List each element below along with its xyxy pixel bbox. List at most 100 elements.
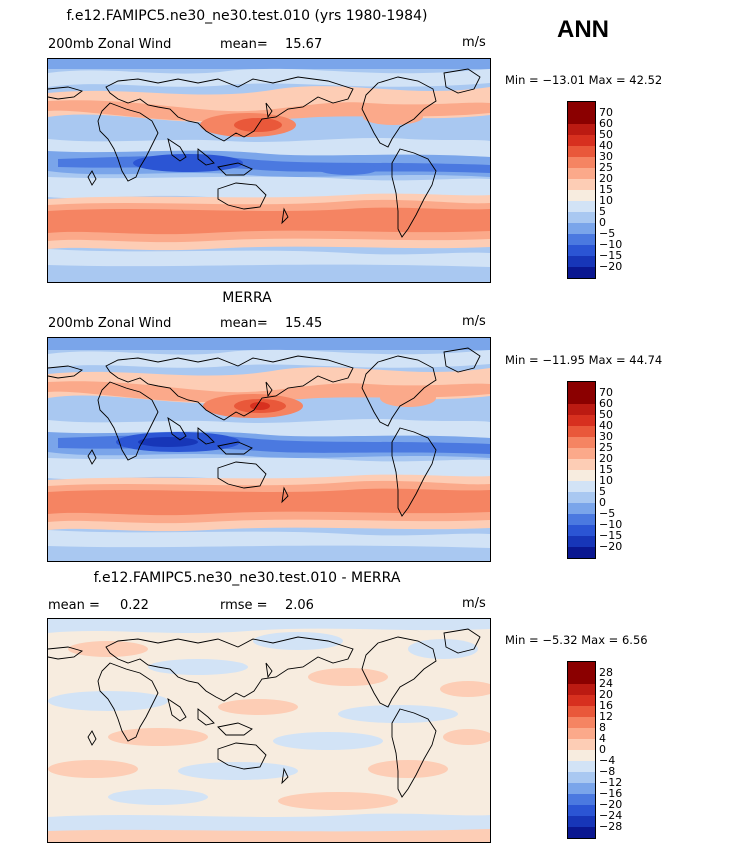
panel2-cb-label: 5 — [599, 485, 606, 498]
panel2-cb-label: 60 — [599, 397, 613, 410]
panel2-cb-label: 20 — [599, 452, 613, 465]
colorbar-swatch — [568, 382, 595, 393]
colorbar-swatch — [568, 794, 595, 805]
colorbar-swatch — [568, 102, 595, 113]
panel2-cb-label: 40 — [599, 419, 613, 432]
colorbar-swatch — [568, 459, 595, 470]
panel1-cb-label: 20 — [599, 172, 613, 185]
panel3-cb-label: 0 — [599, 743, 606, 756]
panel3-cb-label: 20 — [599, 688, 613, 701]
colorbar-swatch — [568, 717, 595, 728]
panel2-cb-label: 30 — [599, 430, 613, 443]
colorbar-swatch — [568, 470, 595, 481]
panel3-cb-label: 4 — [599, 732, 606, 745]
colorbar-swatch — [568, 728, 595, 739]
panel2-field-label: 200mb Zonal Wind — [48, 316, 172, 331]
panel3-cb-label: −24 — [599, 809, 623, 822]
panel3-colorbar — [567, 661, 596, 839]
panel1-cb-label: 15 — [599, 183, 613, 196]
colorbar-swatch — [568, 816, 595, 827]
colorbar-swatch — [568, 223, 595, 234]
colorbar-swatch — [568, 135, 595, 146]
colorbar-swatch — [568, 404, 595, 415]
colorbar-swatch — [568, 783, 595, 794]
colorbar-swatch — [568, 536, 595, 547]
panel1-cb-label: 10 — [599, 194, 613, 207]
colorbar-swatch — [568, 201, 595, 212]
panel3-cb-label: −28 — [599, 820, 623, 833]
panel2-colorbar-labels: 70 60 50 40 30 25 20 15 10 5 0 −5 −10 −1… — [599, 387, 623, 557]
colorbar-swatch — [568, 547, 595, 558]
panel2-cb-label: 15 — [599, 463, 613, 476]
panel3-units: m/s — [462, 596, 486, 611]
panel3-cb-label: 24 — [599, 677, 613, 690]
panel1-field-label: 200mb Zonal Wind — [48, 37, 172, 52]
colorbar-swatch — [568, 190, 595, 201]
colorbar-swatch — [568, 146, 595, 157]
panel3-cb-label: 8 — [599, 721, 606, 734]
panel3-cb-label: 12 — [599, 710, 613, 723]
panel1-cb-label: −10 — [599, 238, 623, 251]
panel2-colorbar — [567, 381, 596, 559]
panel1-minmax: Min = −13.01 Max = 42.52 — [505, 73, 663, 87]
panel1-cb-label: 30 — [599, 150, 613, 163]
colorbar-swatch — [568, 256, 595, 267]
colorbar-swatch — [568, 772, 595, 783]
colorbar-swatch — [568, 245, 595, 256]
panel1-mean-label: mean= — [220, 37, 268, 52]
panel2-map — [47, 337, 491, 562]
colorbar-swatch — [568, 448, 595, 459]
colorbar-swatch — [568, 168, 595, 179]
colorbar-swatch — [568, 827, 595, 838]
panel2-cb-label: 0 — [599, 496, 606, 509]
panel1-title: f.e12.FAMIPC5.ne30_ne30.test.010 (yrs 19… — [66, 8, 428, 24]
panel2-cb-label: 10 — [599, 474, 613, 487]
panel3-map — [47, 618, 491, 843]
colorbar-swatch — [568, 750, 595, 761]
panel2-title: MERRA — [222, 290, 272, 306]
colorbar-swatch — [568, 706, 595, 717]
panel3-cb-label: 28 — [599, 666, 613, 679]
colorbar-swatch — [568, 437, 595, 448]
panel3-rmse-label: rmse = — [220, 598, 268, 613]
colorbar-swatch — [568, 212, 595, 223]
panel1-cb-label: 50 — [599, 128, 613, 141]
panel1-cb-label: 0 — [599, 216, 606, 229]
colorbar-swatch — [568, 179, 595, 190]
panel2-cb-label: −15 — [599, 529, 623, 542]
panel1-cb-label: −15 — [599, 249, 623, 262]
panel1-cb-label: 25 — [599, 161, 613, 174]
panel2-cb-label: −5 — [599, 507, 616, 520]
panel1-colorbar — [567, 101, 596, 279]
panel1-cb-label: 5 — [599, 205, 606, 218]
colorbar-swatch — [568, 514, 595, 525]
panel3-colorbar-labels: 28 24 20 16 12 8 4 0 −4 −8 −12 −16 −20 −… — [599, 667, 623, 837]
panel3-cb-label: −16 — [599, 787, 623, 800]
colorbar-swatch — [568, 157, 595, 168]
colorbar-swatch — [568, 805, 595, 816]
panel2-cb-label: −10 — [599, 518, 623, 531]
panel1-colorbar-labels: 70 60 50 40 30 25 20 15 10 5 0 −5 −10 −1… — [599, 107, 623, 277]
panel1-cb-label: −20 — [599, 260, 623, 273]
colorbar-swatch — [568, 525, 595, 536]
panel3-minmax: Min = −5.32 Max = 6.56 — [505, 633, 648, 647]
colorbar-swatch — [568, 503, 595, 514]
panel1-mean-value: 15.67 — [285, 37, 323, 52]
colorbar-swatch — [568, 673, 595, 684]
colorbar-swatch — [568, 739, 595, 750]
colorbar-swatch — [568, 761, 595, 772]
panel3-mean-label: mean = — [48, 598, 100, 613]
panel3-mean-value: 0.22 — [120, 598, 149, 613]
panel3-rmse-value: 2.06 — [285, 598, 314, 613]
panel2-cb-label: 70 — [599, 386, 613, 399]
panel1-cb-label: −5 — [599, 227, 616, 240]
panel2-mean-label: mean= — [220, 316, 268, 331]
panel3-cb-label: −8 — [599, 765, 616, 778]
colorbar-swatch — [568, 415, 595, 426]
panel2-minmax: Min = −11.95 Max = 44.74 — [505, 353, 663, 367]
colorbar-swatch — [568, 124, 595, 135]
panel1-map — [47, 58, 491, 283]
panel3-cb-label: −12 — [599, 776, 623, 789]
panel2-mean-value: 15.45 — [285, 316, 323, 331]
panel1-cb-label: 70 — [599, 106, 613, 119]
